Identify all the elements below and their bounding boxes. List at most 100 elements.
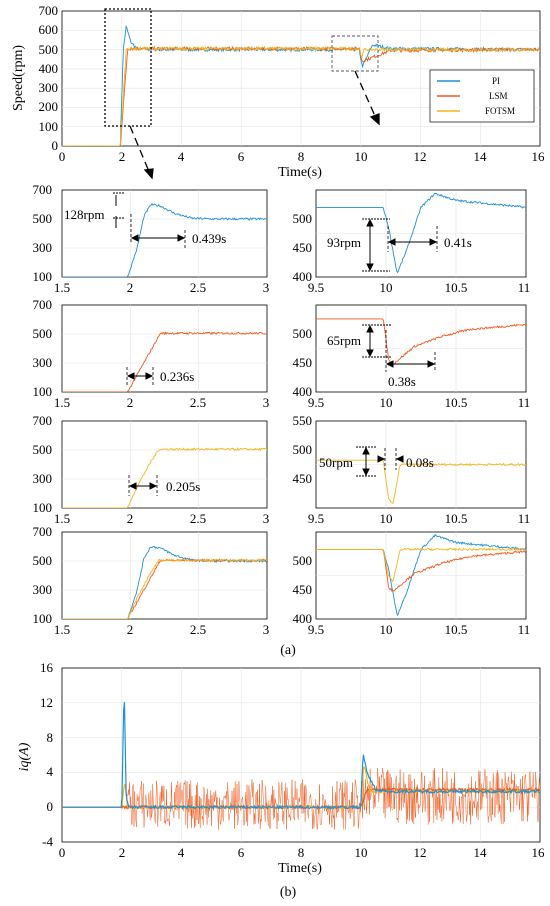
ytick: 300 xyxy=(33,471,53,486)
ytick: 0 xyxy=(52,138,59,153)
xtick: 2.5 xyxy=(190,395,206,410)
series-fotsm-line xyxy=(316,547,526,583)
zoom-plot xyxy=(316,421,526,508)
xtick: 16 xyxy=(532,845,546,860)
zoom-plot xyxy=(62,190,267,277)
xtick-group: 1.5 2 2.5 3 xyxy=(54,395,269,410)
ytick-group: 500 450 400 xyxy=(293,211,313,284)
xtick: 9.5 xyxy=(308,622,324,637)
zoom-pi-start: 700 500 300 100 1.5 2 2.5 3 128rpm 0.439… xyxy=(33,182,270,295)
ytick: 500 xyxy=(293,211,313,226)
xtick: 2 xyxy=(119,149,126,164)
series-pi-line xyxy=(62,202,267,277)
series-lsm-line xyxy=(62,331,267,392)
xtick: 10.5 xyxy=(445,280,468,295)
xtick: 3 xyxy=(263,395,270,410)
annotation-overshoot: 128rpm xyxy=(64,207,104,222)
ytick: 600 xyxy=(39,22,59,37)
zoom-plot xyxy=(316,190,526,277)
annotation-arrows xyxy=(128,475,158,496)
x-axis-label: Time(s) xyxy=(278,861,322,876)
series-group xyxy=(316,459,526,505)
series-pi-line xyxy=(316,192,526,274)
ytick: 300 xyxy=(33,240,53,255)
xtick: 2 xyxy=(127,395,134,410)
annotation-recover: 0.08s xyxy=(406,455,434,470)
zoom-arrows xyxy=(129,70,380,180)
ytick: 500 xyxy=(33,553,53,568)
ytick: 500 xyxy=(293,326,313,341)
annotation-recover: 0.41s xyxy=(444,235,472,250)
ytick: 700 xyxy=(39,3,59,18)
arrowhead xyxy=(128,482,137,490)
ytick: 450 xyxy=(293,471,313,486)
xtick: 1.5 xyxy=(54,511,70,526)
arrowhead xyxy=(143,168,154,180)
ytick: 400 xyxy=(39,61,59,76)
ytick-group: 700 500 300 100 xyxy=(33,297,53,399)
xtick: 10.5 xyxy=(445,622,468,637)
arrowhead xyxy=(126,372,135,380)
ytick: 400 xyxy=(293,384,313,399)
ytick: 100 xyxy=(33,611,53,626)
annotation-rise: 0.205s xyxy=(166,479,200,494)
zoom-box-start xyxy=(104,8,152,127)
series-group xyxy=(62,202,267,277)
main-speed-chart: 700 600 500 400 300 200 100 0 0 2 4 6 8 … xyxy=(11,3,545,180)
xtick: 2.5 xyxy=(190,280,206,295)
xtick: 1.5 xyxy=(54,280,70,295)
xtick-group: 9.5 10 10.5 11 xyxy=(308,511,530,526)
xtick: 10 xyxy=(355,149,368,164)
xtick: 11 xyxy=(518,622,531,637)
xtick: 0 xyxy=(59,845,66,860)
series-fotsm-line xyxy=(62,447,267,508)
arrowhead xyxy=(366,218,374,227)
xtick: 10 xyxy=(355,845,368,860)
zoom-plot xyxy=(316,305,526,392)
annotation-drop: 93rpm xyxy=(327,235,361,250)
xtick: 2.5 xyxy=(190,511,206,526)
arrowhead xyxy=(149,482,158,490)
xtick: 9.5 xyxy=(308,280,324,295)
main-speed-plot xyxy=(62,11,540,146)
arrowhead xyxy=(429,238,438,246)
xtick: 4 xyxy=(178,149,185,164)
series-group xyxy=(62,546,267,619)
series-lsm-ripple xyxy=(127,768,540,830)
zoom-fotsm-start: 700 500 300 100 1.5 2 2.5 3 0.205s xyxy=(33,413,270,526)
xtick-group: 9.5 10 10.5 11 xyxy=(308,395,530,410)
ytick: 300 xyxy=(33,582,53,597)
ytick: 300 xyxy=(33,355,53,370)
xtick: 10.5 xyxy=(445,511,468,526)
ytick: 500 xyxy=(33,211,53,226)
ytick-group: 700 500 300 100 xyxy=(33,413,53,515)
arrowhead xyxy=(385,360,394,368)
xtick-group: 1.5 2 2.5 3 xyxy=(54,622,269,637)
ytick-group: 700 500 300 100 xyxy=(33,524,53,626)
xtick: 10 xyxy=(380,511,393,526)
arrowhead xyxy=(130,234,139,242)
xtick: 2 xyxy=(127,622,134,637)
main-y-ticks: 700 600 500 400 300 200 100 0 xyxy=(39,3,59,153)
series-group xyxy=(316,192,526,274)
legend: PI LSM FOTSM xyxy=(429,69,535,123)
annotation-drop: 50rpm xyxy=(319,455,353,470)
ytick: 700 xyxy=(33,182,53,197)
zoom-plot xyxy=(62,421,267,508)
ytick: 100 xyxy=(33,500,53,515)
series-fotsm-line xyxy=(316,459,526,505)
arrowhead xyxy=(362,446,370,455)
series-pi-line xyxy=(62,702,540,811)
xtick: 2.5 xyxy=(190,622,206,637)
arrow-load xyxy=(354,70,376,117)
series-fotsm-line xyxy=(62,558,267,619)
xtick: 10.5 xyxy=(445,395,468,410)
ytick: 100 xyxy=(33,384,53,399)
ytick: 700 xyxy=(33,297,53,312)
xtick: 9.5 xyxy=(308,511,324,526)
ytick: 100 xyxy=(33,269,53,284)
xtick: 3 xyxy=(263,511,270,526)
zoom-all-load: 500 450 400 9.5 10 10.5 11 xyxy=(293,531,531,637)
arrowhead xyxy=(362,468,370,477)
annotation-rise: 0.236s xyxy=(160,369,194,384)
